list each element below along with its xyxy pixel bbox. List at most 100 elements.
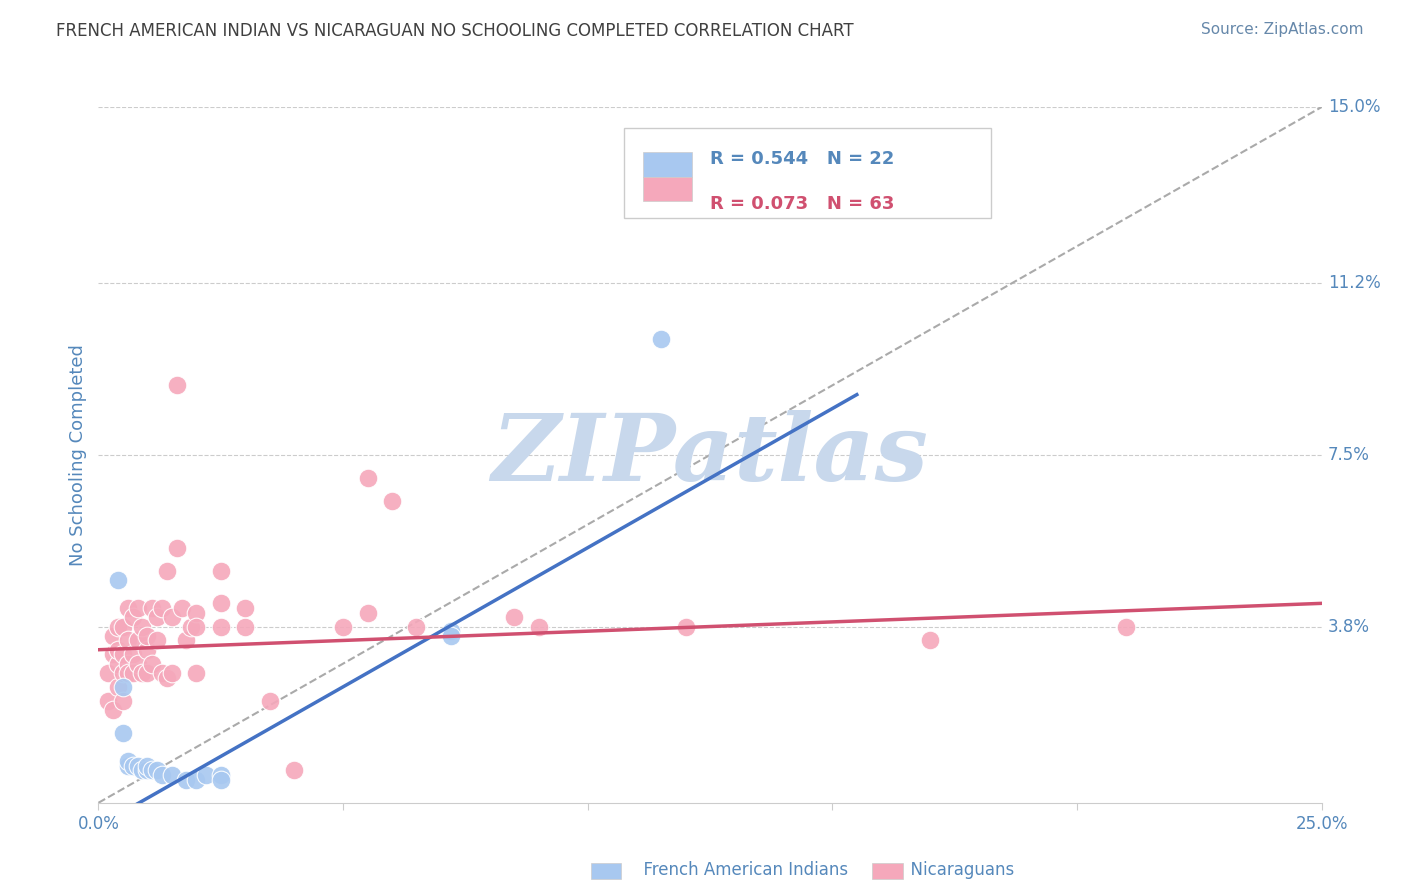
Point bbox=[166, 541, 188, 555]
Point bbox=[209, 619, 232, 633]
Point bbox=[121, 758, 143, 772]
Point bbox=[160, 610, 183, 624]
Point bbox=[111, 680, 134, 694]
Text: ZIPatlas: ZIPatlas bbox=[492, 410, 928, 500]
Point bbox=[166, 378, 188, 392]
Point bbox=[107, 619, 129, 633]
Point bbox=[381, 494, 404, 508]
Point bbox=[117, 754, 139, 768]
Point bbox=[111, 665, 134, 680]
Point bbox=[150, 601, 173, 615]
Point bbox=[131, 764, 153, 778]
Point bbox=[209, 768, 232, 782]
Point bbox=[160, 768, 183, 782]
Point bbox=[146, 610, 169, 624]
Point bbox=[675, 619, 697, 633]
Point bbox=[186, 772, 208, 787]
Text: 11.2%: 11.2% bbox=[1327, 275, 1381, 293]
Point bbox=[176, 633, 198, 648]
Point bbox=[136, 642, 159, 657]
Point bbox=[186, 619, 208, 633]
Bar bbox=[643, 153, 692, 177]
Point bbox=[180, 619, 202, 633]
Point bbox=[107, 680, 129, 694]
Point bbox=[121, 610, 143, 624]
Point bbox=[503, 610, 526, 624]
Point bbox=[186, 606, 208, 620]
Point bbox=[101, 703, 124, 717]
Point bbox=[332, 619, 354, 633]
FancyBboxPatch shape bbox=[624, 128, 991, 219]
Y-axis label: No Schooling Completed: No Schooling Completed bbox=[69, 344, 87, 566]
Point bbox=[209, 564, 232, 578]
Point bbox=[111, 726, 134, 740]
Text: French American Indians: French American Indians bbox=[633, 861, 848, 879]
Point bbox=[107, 573, 129, 587]
Point bbox=[650, 332, 672, 346]
Point bbox=[121, 665, 143, 680]
Point bbox=[176, 772, 198, 787]
Point bbox=[136, 629, 159, 643]
Point bbox=[101, 648, 124, 662]
Point bbox=[136, 665, 159, 680]
Point bbox=[97, 665, 120, 680]
Point bbox=[117, 657, 139, 671]
Point bbox=[209, 596, 232, 610]
Text: Nicaraguans: Nicaraguans bbox=[900, 861, 1014, 879]
Text: R = 0.544   N = 22: R = 0.544 N = 22 bbox=[710, 150, 894, 169]
Point bbox=[527, 619, 550, 633]
Bar bbox=[643, 177, 692, 201]
Text: FRENCH AMERICAN INDIAN VS NICARAGUAN NO SCHOOLING COMPLETED CORRELATION CHART: FRENCH AMERICAN INDIAN VS NICARAGUAN NO … bbox=[56, 22, 853, 40]
Point bbox=[440, 624, 463, 639]
Point bbox=[117, 601, 139, 615]
Point bbox=[259, 694, 281, 708]
Point bbox=[127, 758, 149, 772]
Point bbox=[920, 633, 942, 648]
Point bbox=[156, 671, 179, 685]
Point bbox=[127, 601, 149, 615]
Point bbox=[150, 768, 173, 782]
Point bbox=[111, 694, 134, 708]
Point bbox=[141, 601, 163, 615]
Text: R = 0.073   N = 63: R = 0.073 N = 63 bbox=[710, 195, 894, 213]
Point bbox=[101, 629, 124, 643]
Text: 3.8%: 3.8% bbox=[1327, 617, 1369, 635]
Point bbox=[131, 619, 153, 633]
Point bbox=[356, 471, 378, 485]
Point bbox=[111, 648, 134, 662]
Point bbox=[186, 665, 208, 680]
Point bbox=[117, 633, 139, 648]
Point bbox=[283, 764, 305, 778]
Point bbox=[146, 633, 169, 648]
Point bbox=[136, 764, 159, 778]
Point bbox=[356, 606, 378, 620]
Point bbox=[117, 665, 139, 680]
Point bbox=[1115, 619, 1137, 633]
Point bbox=[160, 665, 183, 680]
Point bbox=[136, 758, 159, 772]
Text: 7.5%: 7.5% bbox=[1327, 446, 1369, 464]
Point bbox=[209, 772, 232, 787]
Point bbox=[117, 758, 139, 772]
Point bbox=[233, 601, 256, 615]
Point bbox=[97, 694, 120, 708]
Point bbox=[150, 665, 173, 680]
Point bbox=[156, 564, 179, 578]
Point bbox=[141, 764, 163, 778]
Point bbox=[233, 619, 256, 633]
Point bbox=[111, 619, 134, 633]
Point bbox=[107, 657, 129, 671]
Text: Source: ZipAtlas.com: Source: ZipAtlas.com bbox=[1201, 22, 1364, 37]
Point bbox=[405, 619, 427, 633]
Point bbox=[440, 629, 463, 643]
Point bbox=[127, 657, 149, 671]
Point bbox=[170, 601, 193, 615]
Point bbox=[127, 633, 149, 648]
Point bbox=[107, 642, 129, 657]
Point bbox=[121, 648, 143, 662]
Point bbox=[141, 657, 163, 671]
Point bbox=[195, 768, 218, 782]
Point bbox=[131, 665, 153, 680]
Point bbox=[146, 764, 169, 778]
Text: 15.0%: 15.0% bbox=[1327, 98, 1381, 116]
